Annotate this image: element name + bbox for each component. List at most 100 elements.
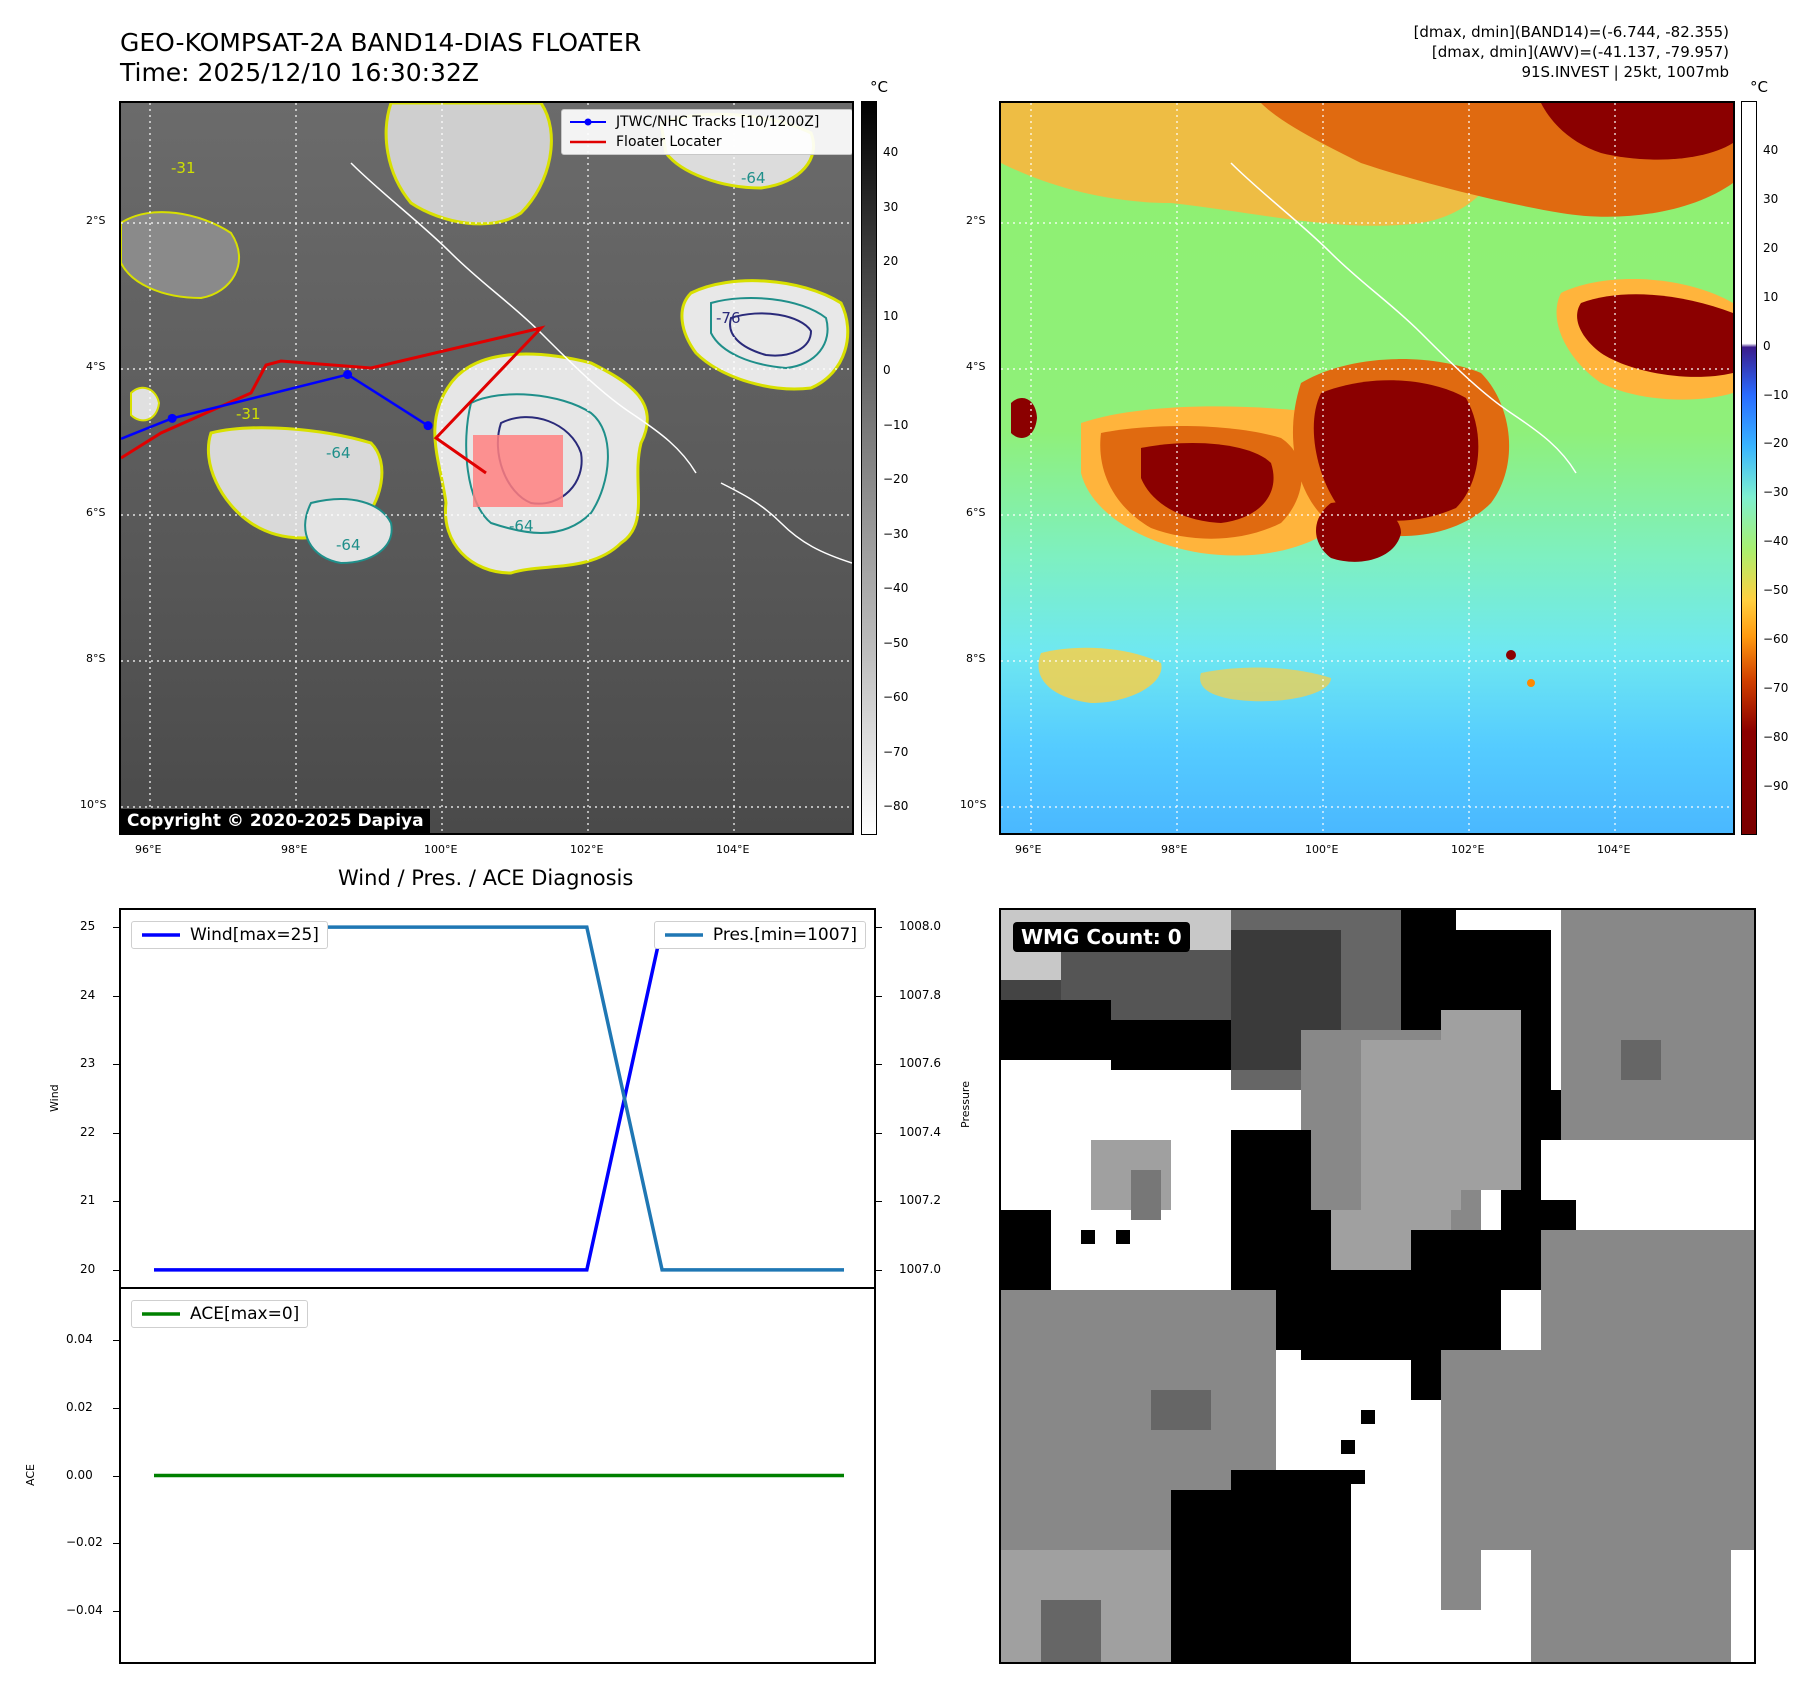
ir-colorbar xyxy=(861,101,877,835)
awv-colorbar-tick: 40 xyxy=(1763,143,1779,157)
pressure-tick: 1008.0 xyxy=(899,919,941,934)
jtwc-track-point xyxy=(423,421,433,431)
wind-tick-mark xyxy=(113,1064,119,1066)
ace-legend: ACE[max=0] xyxy=(131,1300,309,1328)
lon-label: 98°E xyxy=(281,843,308,856)
ir-colorbar-tick: 10 xyxy=(883,308,899,323)
awv-colorbar-tick: −50 xyxy=(1763,583,1789,598)
pressure-legend-label: Pres.[min=1007] xyxy=(712,925,857,945)
ace-tick-mark xyxy=(113,1339,119,1341)
ace-plot: ACE[max=0] xyxy=(119,1287,876,1664)
wmg-blocks xyxy=(1001,910,1754,1662)
ir-coastline xyxy=(350,162,697,474)
awv-colorbar xyxy=(1741,101,1757,835)
ir-colorbar-tick: 20 xyxy=(883,254,899,268)
pressure-axis-label: Pressure xyxy=(959,1081,972,1128)
awv-colorbar-tick: 10 xyxy=(1763,289,1779,304)
pressure-tick: 1007.8 xyxy=(899,987,941,1002)
wind-tick-mark xyxy=(113,1201,119,1203)
awv-colorbar-tick: 0 xyxy=(1763,338,1771,353)
wind-axis-label: Wind xyxy=(48,1084,61,1112)
pressure-tick-mark xyxy=(876,995,882,997)
wind-tick-mark xyxy=(113,927,119,929)
ace-tick: 0.04 xyxy=(66,1331,93,1346)
lat-label: 10°S xyxy=(80,798,107,811)
ir-colorbar-tick: −50 xyxy=(883,635,909,650)
contour-label: -64 xyxy=(509,517,534,535)
ir-colorbar-tick: 40 xyxy=(883,145,899,159)
ace-tick: 0.02 xyxy=(66,1399,93,1414)
pressure-tick-mark xyxy=(876,1064,882,1066)
pressure-tick: 1007.6 xyxy=(899,1056,941,1071)
awv-colorbar-tick: −30 xyxy=(1763,485,1789,500)
ir-coastline-2 xyxy=(720,482,852,564)
pressure-tick-mark xyxy=(876,1132,882,1134)
lon-label: 100°E xyxy=(424,843,458,856)
wind-tick: 23 xyxy=(80,1056,96,1071)
jtwc-track-point xyxy=(343,370,353,380)
figure-title: GEO-KOMPSAT-2A BAND14-DIAS FLOATER xyxy=(120,28,642,57)
awv-coastline xyxy=(1230,162,1577,474)
lat-label: 6°S xyxy=(966,506,986,519)
lon-label: 98°E xyxy=(1161,843,1188,856)
figure-time: Time: 2025/12/10 16:30:32Z xyxy=(120,58,479,87)
jtwc-track-point xyxy=(167,413,177,423)
floater-box xyxy=(473,435,563,507)
wind-tick-mark xyxy=(113,1132,119,1134)
ir-colorbar-tick: −30 xyxy=(883,526,909,541)
awv-colorbar-tick: −20 xyxy=(1763,436,1789,451)
ace-tick-mark xyxy=(113,1407,119,1409)
awv-colorbar-tick: 20 xyxy=(1763,240,1779,255)
awv-colorbar-tick: −70 xyxy=(1763,680,1789,695)
ir-gridlines xyxy=(121,103,852,833)
awv-convective-spot xyxy=(1506,650,1516,660)
legend-jtwc-swatch xyxy=(570,118,606,126)
lat-label: 8°S xyxy=(86,652,106,665)
awv-convective-spot xyxy=(1527,679,1535,687)
wind-tick: 22 xyxy=(80,1124,96,1139)
contour-label: -31 xyxy=(236,405,261,423)
ace-tick-mark xyxy=(113,1475,119,1477)
pressure-tick-mark xyxy=(876,1201,882,1203)
awv-colorbar-tick: −40 xyxy=(1763,534,1789,549)
lon-label: 104°E xyxy=(1597,843,1631,856)
ace-tick-mark xyxy=(113,1611,119,1613)
awv-colorbar-tick: −10 xyxy=(1763,387,1789,402)
lat-label: 2°S xyxy=(966,214,986,227)
contour-label: -64 xyxy=(326,444,351,462)
ir-colorbar-unit: °C xyxy=(870,78,888,96)
awv-colorbar-tick: −60 xyxy=(1763,632,1789,646)
copyright-badge: Copyright © 2020-2025 Dapiya xyxy=(121,809,430,833)
pressure-tick: 1007.0 xyxy=(899,1261,941,1276)
wind-tick-mark xyxy=(113,1269,119,1271)
awv-gridlines xyxy=(1001,103,1733,833)
wmg-count-badge: WMG Count: 0 xyxy=(1013,922,1190,952)
diagnosis-title: Wind / Pres. / ACE Diagnosis xyxy=(338,866,634,890)
lon-label: 104°E xyxy=(716,843,750,856)
floater-locater-line xyxy=(121,325,546,475)
awv-colorbar-unit: °C xyxy=(1750,78,1768,96)
pressure-series-line xyxy=(154,925,844,1272)
wind-tick: 25 xyxy=(80,919,96,934)
wind-pressure-plot: Wind[max=25] Pres.[min=1007] xyxy=(119,908,876,1289)
jtwc-track-line xyxy=(121,373,429,440)
legend-floater: Floater Locater xyxy=(568,134,846,150)
pressure-tick-mark xyxy=(876,927,882,929)
lat-label: 4°S xyxy=(966,360,986,373)
lon-label: 96°E xyxy=(135,843,162,856)
awv-colorbar-tick: −90 xyxy=(1763,778,1789,793)
wind-tick: 20 xyxy=(80,1261,96,1276)
lon-label: 102°E xyxy=(1451,843,1485,856)
pressure-tick-mark xyxy=(876,1269,882,1271)
ir-contour-labels: -31 -64 -76 -64 -31 -64 -64 xyxy=(171,159,766,554)
awv-range-text: [dmax, dmin](AWV)=(-41.137, -79.957) xyxy=(1431,43,1729,61)
legend-jtwc: JTWC/NHC Tracks [10/1200Z] xyxy=(568,114,846,130)
wind-tick: 24 xyxy=(80,987,96,1002)
ir-colorbar-tick: 0 xyxy=(883,363,891,377)
ace-tick-mark xyxy=(113,1543,119,1545)
wind-tick-mark xyxy=(113,995,119,997)
ir-colorbar-tick: −10 xyxy=(883,417,909,432)
ir-colorbar-tick: −80 xyxy=(883,799,909,813)
ace-tick: −0.04 xyxy=(66,1603,103,1618)
wind-series-line xyxy=(154,925,844,1272)
